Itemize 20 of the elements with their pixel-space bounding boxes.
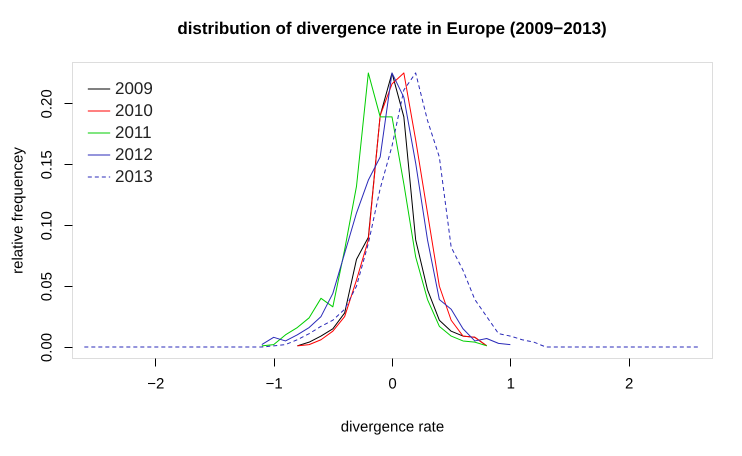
x-tick-label: 2: [625, 376, 634, 392]
x-tick-label: 0: [388, 376, 397, 392]
legend-label: 2009: [115, 79, 153, 98]
x-axis-title: divergence rate: [340, 418, 444, 436]
y-tick-label: 0.10: [38, 211, 56, 240]
y-axis-title: relative frequencey: [10, 146, 26, 274]
y-tick-label: 0.00: [38, 332, 56, 362]
line-series: [296, 72, 488, 346]
y-tick-label: 0.05: [38, 272, 56, 302]
x-tick-label: −1: [266, 376, 283, 392]
x-tick-label: 1: [506, 376, 516, 392]
legend-label: 2010: [115, 101, 153, 120]
line-series: [84, 72, 700, 348]
y-tick-label: 0.20: [38, 89, 56, 119]
x-tick-label: −2: [147, 376, 164, 392]
y-tick-label: 0.15: [38, 150, 56, 180]
legend-label: 2012: [115, 145, 153, 164]
legend-label: 2013: [115, 167, 153, 186]
legend-label: 2011: [115, 123, 152, 142]
chart-title: distribution of divergence rate in Europe (2009−2013): [177, 19, 607, 38]
